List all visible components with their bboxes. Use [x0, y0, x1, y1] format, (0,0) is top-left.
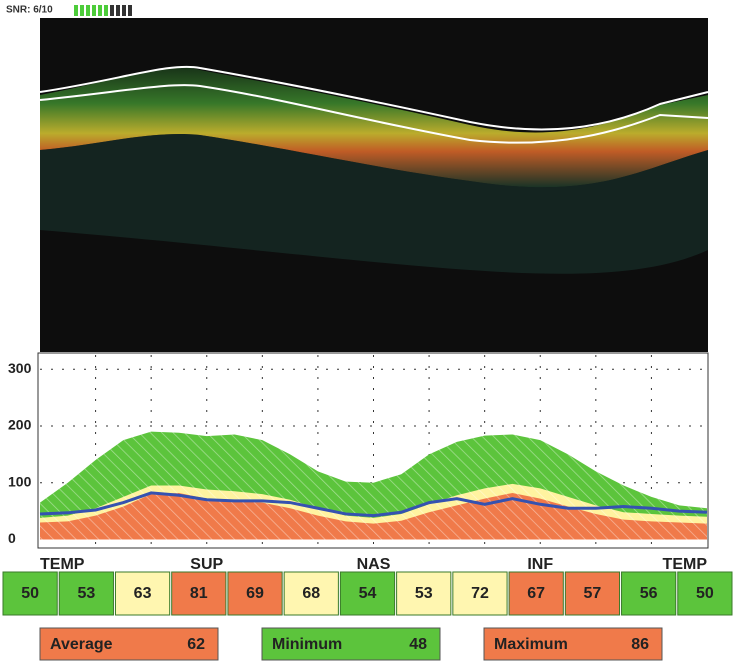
y-tick-label: 300 [8, 360, 32, 376]
summary-value: 62 [187, 636, 205, 653]
x-tick-label: INF [527, 556, 553, 573]
snr-bars [74, 5, 132, 16]
summary-label: Maximum [494, 636, 568, 653]
snr-label: SNR: 6/10 [6, 5, 53, 16]
sector-value: 81 [190, 585, 208, 602]
summary-row: Average 62 Minimum 48 Maximum 86 [40, 628, 662, 660]
sector-value: 53 [77, 585, 95, 602]
x-tick-label: TEMP [663, 556, 708, 573]
summary-label: Minimum [272, 636, 342, 653]
y-tick-label: 100 [8, 473, 32, 489]
sector-value: 63 [134, 585, 152, 602]
sector-value: 54 [359, 585, 377, 602]
sector-value: 50 [696, 585, 714, 602]
summary-label: Average [50, 636, 113, 653]
sector-value: 67 [527, 585, 545, 602]
oct-report: SNR: 6/10 50 53 63 81 69 68 54 53 72 67 57 56 50 Ave… [0, 0, 734, 662]
x-tick-label: SUP [190, 556, 223, 573]
y-tick-label: 200 [8, 417, 32, 433]
summary-value: 86 [631, 636, 649, 653]
sector-value: 57 [584, 585, 602, 602]
sector-value: 50 [21, 585, 39, 602]
oct-scan [40, 18, 708, 352]
sector-value: 56 [640, 585, 658, 602]
sector-value: 53 [415, 585, 433, 602]
sector-value: 69 [246, 585, 264, 602]
x-tick-label: NAS [357, 556, 391, 573]
summary-value: 48 [409, 636, 427, 653]
sector-value: 72 [471, 585, 489, 602]
x-tick-label: TEMP [40, 556, 85, 573]
y-tick-label: 0 [8, 530, 16, 546]
sector-row: 50 53 63 81 69 68 54 53 72 67 57 56 50 [3, 572, 732, 615]
sector-value: 68 [302, 585, 320, 602]
